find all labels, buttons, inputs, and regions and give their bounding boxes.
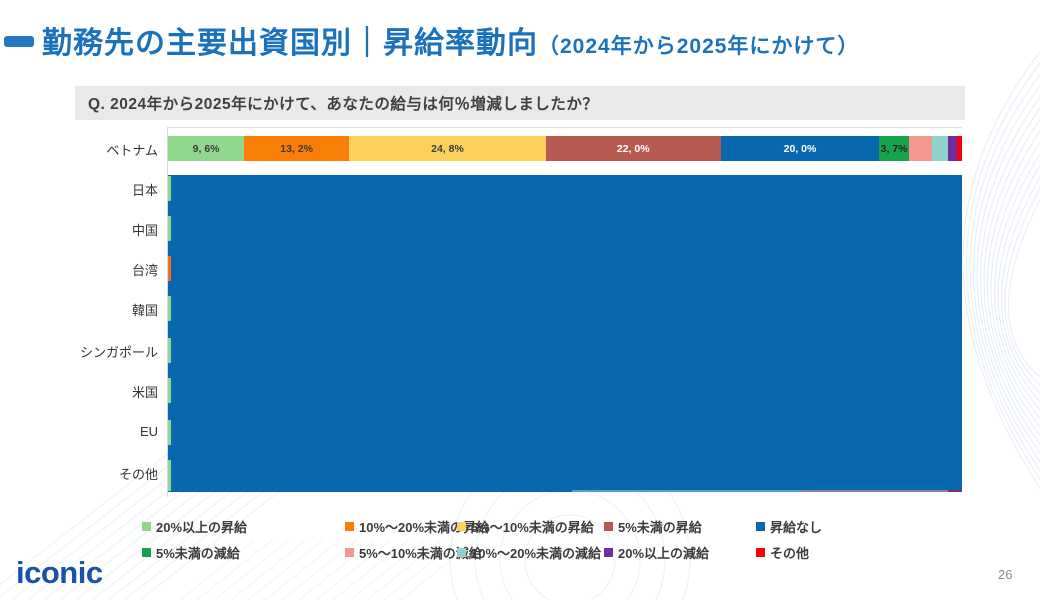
legend-label: 20%以上の減給 bbox=[618, 546, 710, 561]
bar-segment bbox=[908, 136, 932, 161]
bar-segment: 9, 6% bbox=[168, 136, 245, 161]
bar-segment bbox=[931, 136, 948, 161]
plot-top-border bbox=[168, 127, 962, 128]
legend-label: 5%〜10%未満の減給 bbox=[359, 546, 482, 561]
legend-swatch bbox=[142, 548, 151, 557]
bar-segment-label: 3, 7% bbox=[880, 142, 908, 155]
page-title-suffix: （2024年から2025年にかけて） bbox=[538, 35, 860, 58]
question-text: Q. 2024年から2025年にかけて、あなたの給与は何％増減しましたか？ bbox=[88, 96, 599, 113]
legend-swatch bbox=[756, 522, 765, 531]
y-axis-label: 米国 bbox=[131, 385, 158, 400]
bar-edge-sliver bbox=[168, 337, 171, 363]
legend-item: 5%未満の昇給 bbox=[604, 517, 702, 536]
legend-item: 20%以上の減給 bbox=[604, 543, 709, 562]
legend-label: 10%〜20%未満の昇給 bbox=[359, 520, 490, 535]
bar-segment bbox=[957, 136, 962, 161]
legend-swatch bbox=[345, 522, 354, 531]
legend-item: 20%以上の昇給 bbox=[142, 517, 247, 536]
bar-edge-sliver bbox=[168, 215, 171, 241]
legend-label: 5%未満の昇給 bbox=[618, 520, 702, 535]
y-axis-label: 韓国 bbox=[131, 303, 158, 318]
legend-swatch bbox=[457, 548, 466, 557]
title-accent-dash bbox=[4, 36, 34, 47]
y-axis-label: 台湾 bbox=[131, 263, 158, 278]
page-number: 26 bbox=[998, 567, 1013, 582]
legend-label: 5%〜10%未満の昇給 bbox=[471, 520, 594, 535]
y-axis-label: ベトナム bbox=[106, 143, 158, 158]
page-title: 勤務先の主要出資国別｜昇給率動向（2024年から2025年にかけて） bbox=[42, 18, 1022, 62]
legend-item: 10%〜20%未満の減給 bbox=[457, 543, 601, 562]
y-axis-label: 日本 bbox=[131, 183, 158, 198]
legend-item: 5%未満の減給 bbox=[142, 543, 240, 562]
y-axis-line bbox=[167, 127, 168, 497]
bar-segment-label: 13, 2% bbox=[280, 142, 313, 155]
bar-segment: 20, 0% bbox=[720, 136, 880, 161]
bar-segment-label: 9, 6% bbox=[192, 142, 220, 155]
bar-edge-sliver bbox=[168, 175, 171, 201]
bar-segment-label: 20, 0% bbox=[783, 142, 817, 155]
bar-edge-sliver bbox=[168, 377, 171, 403]
bar-edge-sliver bbox=[168, 419, 171, 445]
legend-label: 昇給なし bbox=[770, 520, 823, 535]
bar-segment-label: 22, 0% bbox=[616, 142, 650, 155]
legend-swatch bbox=[604, 548, 613, 557]
legend-swatch bbox=[756, 548, 765, 557]
legend-label: 5%未満の減給 bbox=[156, 546, 240, 561]
no-raise-overflow-block bbox=[168, 175, 962, 492]
block-bottom-edge-sliver bbox=[948, 490, 962, 492]
bar-segment bbox=[947, 136, 958, 161]
bar-segment: 3, 7% bbox=[879, 136, 909, 161]
page-title-main: 勤務先の主要出資国別｜昇給率動向 bbox=[42, 27, 538, 60]
legend-swatch bbox=[604, 522, 613, 531]
bar-edge-sliver bbox=[168, 295, 171, 321]
y-axis-label: 中国 bbox=[131, 223, 158, 238]
legend-item: その他 bbox=[756, 543, 809, 562]
block-bottom-edge-sliver bbox=[572, 490, 802, 492]
legend-item: 5%〜10%未満の昇給 bbox=[457, 517, 594, 536]
bar-edge-sliver bbox=[168, 459, 171, 491]
block-bottom-edge-sliver bbox=[802, 490, 948, 492]
legend-item: 10%〜20%未満の昇給 bbox=[345, 517, 489, 536]
legend-label: 10%〜20%未満の減給 bbox=[471, 546, 602, 561]
iconic-logo: iconic bbox=[16, 555, 103, 590]
legend-swatch bbox=[457, 522, 466, 531]
bar-edge-sliver bbox=[168, 255, 171, 281]
bar-segment: 13, 2% bbox=[244, 136, 350, 161]
bar-row-vietnam: 9, 6% 13, 2% 24, 8% 22, 0% 20, 0% 3, 7% bbox=[168, 136, 962, 161]
bar-segment: 24, 8% bbox=[349, 136, 546, 161]
legend-swatch bbox=[142, 522, 151, 531]
legend-swatch bbox=[345, 548, 354, 557]
y-axis-label: シンガポール bbox=[79, 345, 158, 360]
legend-label: 20%以上の昇給 bbox=[156, 520, 248, 535]
y-axis-label: その他 bbox=[118, 467, 158, 482]
bar-segment-label: 24, 8% bbox=[431, 142, 464, 155]
y-axis-label: EU bbox=[139, 424, 158, 439]
legend-label: その他 bbox=[770, 546, 810, 561]
legend-item: 昇給なし bbox=[756, 517, 822, 536]
question-bar: Q. 2024年から2025年にかけて、あなたの給与は何％増減しましたか？ bbox=[75, 86, 965, 120]
bar-segment: 22, 0% bbox=[545, 136, 721, 161]
legend-item: 5%〜10%未満の減給 bbox=[345, 543, 482, 562]
